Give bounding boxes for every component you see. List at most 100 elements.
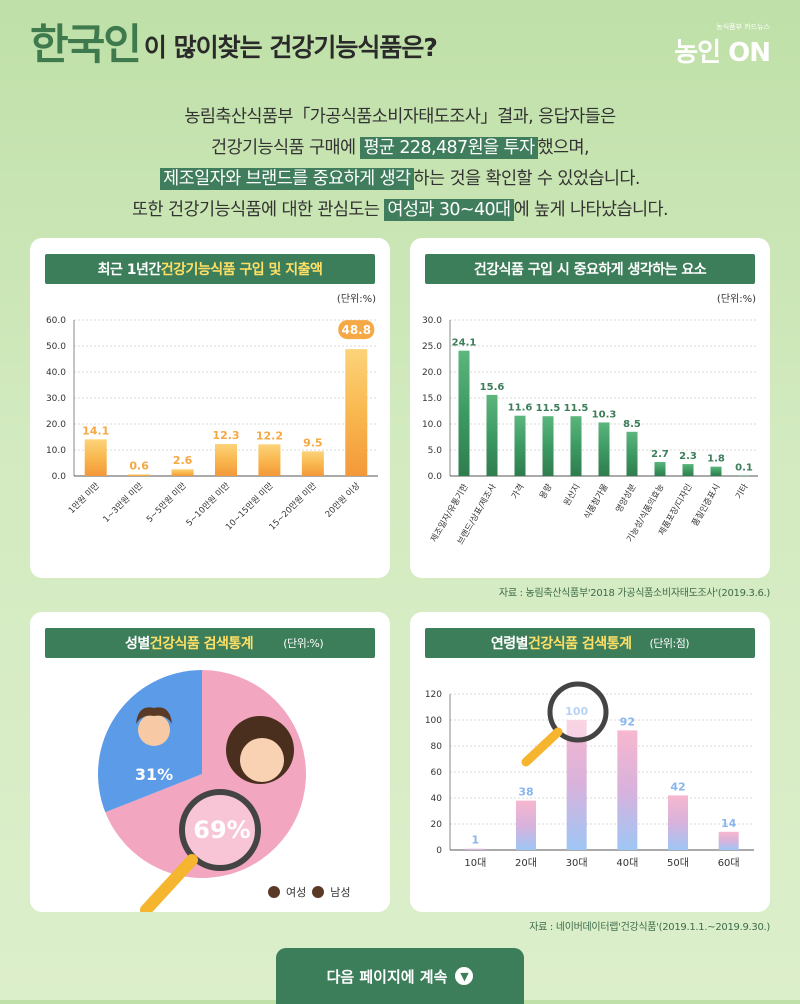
spending-ytick-label: 30.0 [46,394,66,404]
spending-unit: (단위:%) [336,294,376,305]
age-header: 연령별 건강식품 검색통계 (단위:점) [425,628,755,658]
factors-ytick-label: 20.0 [422,368,442,378]
factors-ytick-label: 15.0 [422,394,442,404]
age-title-b: 건강식품 검색통계 [528,636,632,652]
factors-category-label: 원산지 [561,482,582,508]
factors-unit: (단위:%) [716,294,756,305]
spending-header: 최근 1년간 건강기능식품 구입 및 지출액 [45,254,375,284]
title-highlight: 한국인 [30,20,142,69]
spending-bar [215,444,237,476]
factors-value-label: 2.3 [679,451,697,462]
intro-l4a: 또한 건강기능식품에 대한 관심도는 [132,200,385,220]
factors-bar [598,422,610,476]
gender-unit: (단위:%) [283,637,324,650]
female-face-icon [268,886,280,898]
factors-value-label: 11.5 [564,403,589,414]
intro-l4c: 에 높게 나타났습니다. [513,200,669,220]
age-category-label: 20대 [515,857,537,869]
gender-legend: 여성 남성 [268,884,351,900]
spending-value-label: 12.2 [256,429,283,442]
gender-card: 성별 건강식품 검색통계 (단위:%) 31% 69% 여성 남성 [30,612,390,912]
factors-value-label: 24.1 [452,338,477,349]
factors-category-label: 식품첨가물 [582,482,610,521]
age-value-label: 38 [518,786,533,799]
legend-male: 남성 [330,886,351,899]
spending-value-label: 48.8 [341,323,371,337]
spending-category-label: 15~20만원 미만 [268,481,320,533]
brand-logo: 농식품부 카드뉴스 농인 ON [660,22,771,70]
spending-ytick-label: 20.0 [46,420,66,430]
factors-card: 건강식품 구입 시 중요하게 생각하는 요소 (단위:%) 0.0 5.0 10.0… [410,238,770,578]
spending-title-a: 최근 1년간 [97,262,162,278]
intro-line-1-text: 농림축산식품부「가공식품소비자태도조사」결과, 응답자들은 [184,107,616,127]
spending-value-label: 9.5 [303,436,323,449]
age-card: 연령별 건강식품 검색통계 (단위:점) 0 20 40 60 80 100 120 1 10대… [410,612,770,912]
gender-chart: 31% 69% [97,670,306,912]
age-chart: 0 20 40 60 80 100 120 1 10대 38 20대 100 30대 92 40대 42 50대… [425,681,754,869]
age-bar [566,720,587,850]
factors-category-label: 기타 [734,482,751,501]
female-face-illustration [240,738,284,782]
age-bar [465,848,486,850]
age-ytick-label: 0 [436,846,442,856]
age-value-label: 14 [721,817,737,830]
intro-l2c: 했으며, [537,138,590,158]
age-value-label: 42 [670,780,685,793]
factors-value-label: 11.5 [536,403,561,414]
spending-bar [171,469,194,476]
factors-category-label: 영양성분 [613,482,638,515]
factors-value-label: 2.7 [651,449,669,460]
spending-value-label: 12.3 [212,429,239,442]
page-title: 한국인 이 많이찾는 건강기능식품은? [30,20,438,69]
pie-label-male: 31% [135,765,173,784]
factors-header: 건강식품 구입 시 중요하게 생각하는 요소 [425,254,755,284]
age-title-a: 연령별 [490,636,529,652]
age-bar [668,795,688,850]
factors-bar [682,464,694,476]
spending-ytick-label: 60.0 [46,316,66,326]
age-category-label: 10대 [464,857,486,869]
factors-bar [626,431,638,476]
spending-ytick-label: 0.0 [52,472,67,482]
factors-bar [738,475,750,476]
male-face-illustration [138,714,170,746]
factors-ytick-label: 0.0 [428,472,443,482]
spending-value-label: 2.6 [173,454,193,467]
age-ytick-label: 20 [431,820,443,830]
factors-ytick-label: 25.0 [422,342,442,352]
factors-chart: 0.05.010.015.020.025.030.024.1제조일자/유통기한1… [422,316,758,547]
age-bar [617,730,638,850]
intro-line-2: 건강기능식품 구매에 평균 228,487원을 투자 했으며, [0,133,800,164]
next-page-label: 다음 페이지에 계속 [326,967,448,986]
magnifier-handle [140,854,198,912]
factors-value-label: 11.6 [508,403,533,414]
spending-category-label: 5~5만원 미만 [145,481,189,525]
intro-highlight-brand: 제조일자와 브랜드를 중요하게 생각 [160,168,414,190]
factors-category-label: 가격 [509,482,526,501]
age-unit: (단위:점) [649,637,690,650]
factors-bar [514,415,526,476]
next-page-button[interactable]: 다음 페이지에 계속 ▼ [276,948,524,1004]
spending-bar [258,444,281,476]
factors-ytick-label: 5.0 [428,446,443,456]
spending-category-label: 5~10만원 미만 [185,481,233,529]
spending-bar [301,451,324,476]
intro-highlight-avg: 평균 228,487원을 투자 [360,137,538,159]
source-1: 자료 : 농림축산식품부'2018 가공식품소비자태도조사'(2019.3.6.… [498,588,770,599]
spending-ytick-label: 40.0 [46,368,66,378]
gender-title-a: 성별 [125,636,150,652]
factors-bar [542,416,554,476]
title-rest: 이 많이찾는 건강기능식품은? [143,33,438,62]
magnifier-icon [179,789,261,871]
spending-ytick-label: 10.0 [46,446,66,456]
gender-title-b: 건강식품 검색통계 [149,636,254,652]
legend-female: 여성 [286,886,307,899]
age-category-label: 30대 [566,857,588,869]
factors-category-label: 용량 [537,482,554,501]
spending-category-label: 20만원 이상 [323,480,363,520]
age-value-label: 100 [565,705,588,718]
factors-ytick-label: 30.0 [422,316,442,326]
age-magnifier-icon [547,681,609,743]
chevron-down-icon: ▼ [455,967,474,985]
age-category-label: 50대 [667,857,689,869]
